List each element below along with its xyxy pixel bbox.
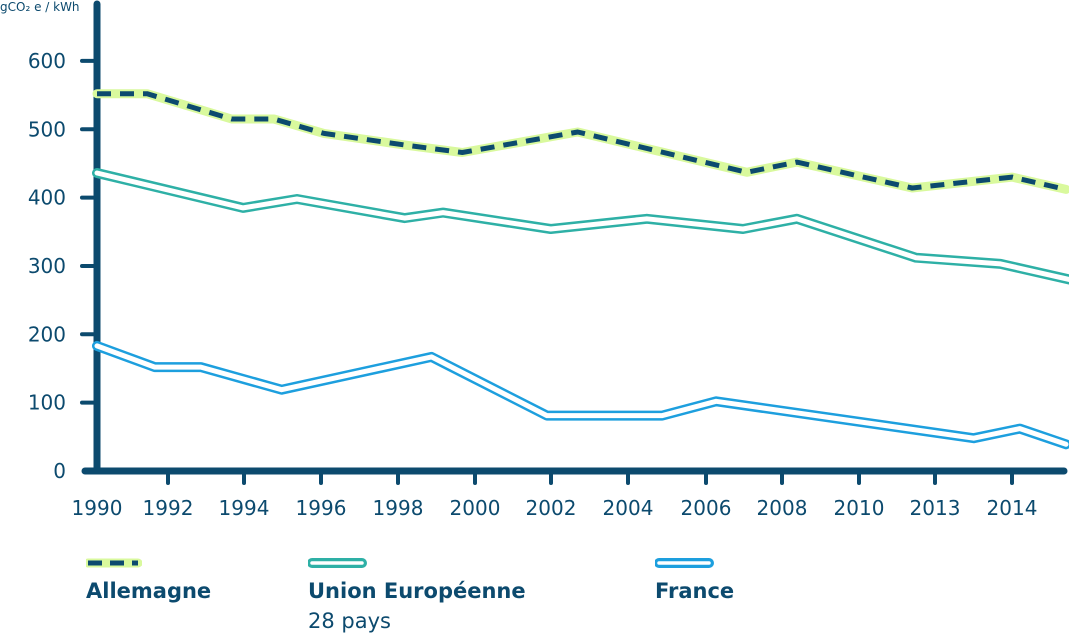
legend-label-ue: Union Européenne — [308, 579, 526, 603]
series-line-france-core — [94, 343, 1069, 447]
series-line-allemagne-halo — [92, 89, 1069, 194]
y-tick-label-0: 0 — [53, 459, 66, 483]
legend-sublabel-ue: 28 pays — [308, 609, 391, 633]
x-tick-label-2006: 2006 — [681, 496, 732, 520]
x-tick-label-2013: 2013 — [910, 496, 961, 520]
x-tick-label-2010: 2010 — [834, 496, 885, 520]
legend-label-france: France — [655, 579, 735, 603]
y-tick-label-500: 500 — [28, 117, 66, 141]
line-chart: 0 100 200 300 400 500 600 1990 1992 1994 1996 1998 2… — [28, 0, 1069, 520]
legend-swatch-ue — [308, 558, 367, 568]
x-tick-label-2000: 2000 — [450, 496, 501, 520]
x-tick-label-2008: 2008 — [757, 496, 808, 520]
y-tick-label-300: 300 — [28, 254, 66, 278]
series-line-ue-core — [94, 170, 1069, 282]
unit-label: gCO₂ e / kWh — [0, 0, 80, 14]
y-tick-label-400: 400 — [28, 186, 66, 210]
x-tick-label-2002: 2002 — [526, 496, 577, 520]
legend-swatch-france — [655, 558, 714, 568]
x-tick-label-1994: 1994 — [219, 496, 270, 520]
x-tick-label-2004: 2004 — [603, 496, 654, 520]
series-line-allemagne — [97, 91, 1067, 192]
y-tick-label-200: 200 — [28, 322, 66, 346]
y-tick-label-100: 100 — [28, 391, 66, 415]
legend-label-allemagne: Allemagne — [86, 579, 212, 603]
x-tick-label-2014: 2014 — [987, 496, 1038, 520]
x-tick-label-1998: 1998 — [373, 496, 424, 520]
legend-swatch-allemagne — [86, 558, 142, 568]
x-tick-label-1996: 1996 — [296, 496, 347, 520]
y-tick-label-600: 600 — [28, 49, 66, 73]
x-tick-label-1990: 1990 — [72, 496, 123, 520]
x-tick-label-1992: 1992 — [143, 496, 194, 520]
